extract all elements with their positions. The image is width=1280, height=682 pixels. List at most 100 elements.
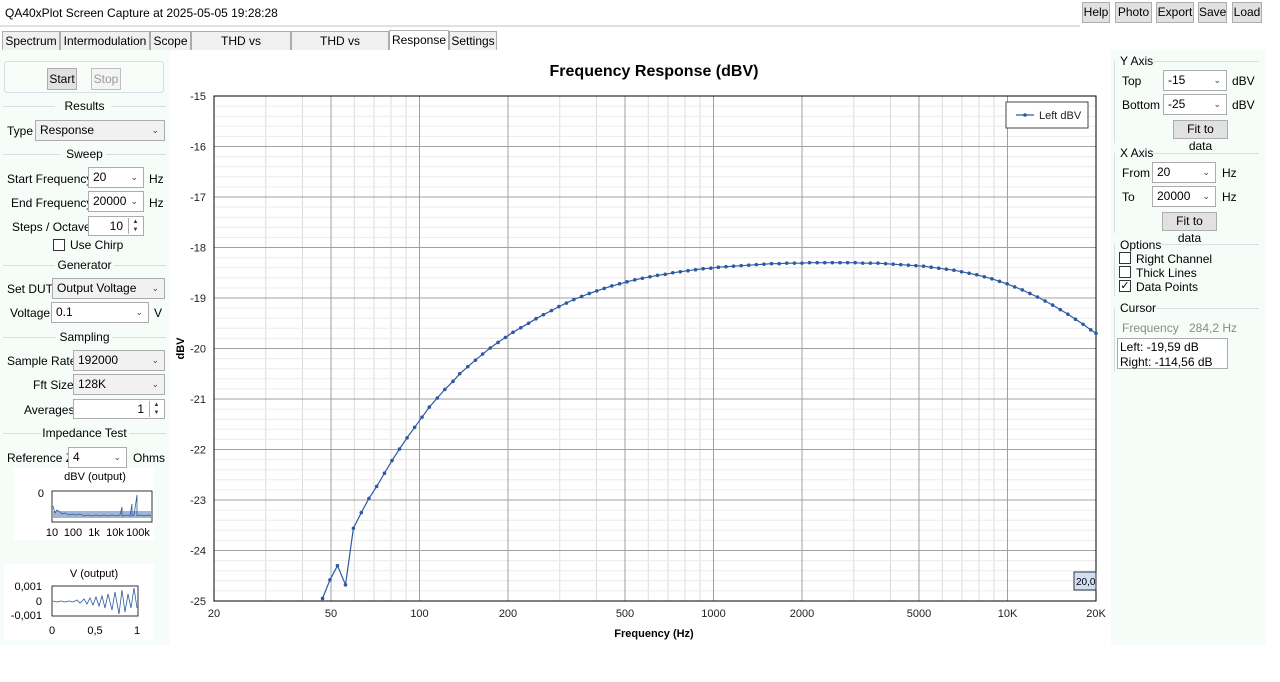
- chevron-down-icon: ⌄: [1213, 99, 1221, 109]
- data-point: [701, 266, 705, 271]
- data-point: [518, 325, 523, 330]
- data-point: [982, 274, 987, 279]
- right-channel-checkbox[interactable]: [1119, 252, 1131, 264]
- data-point: [640, 276, 645, 281]
- data-point: [686, 268, 690, 273]
- tab-intermodulation[interactable]: Intermodulation: [60, 31, 150, 51]
- stop-button[interactable]: Stop: [91, 68, 121, 90]
- data-point: [457, 371, 462, 376]
- y-fit-to-data-button[interactable]: Fit to data: [1173, 120, 1228, 153]
- data-point: [1066, 312, 1070, 316]
- x-from-input[interactable]: 20 ⌄: [1152, 162, 1216, 183]
- mini-scope-x-tick: 0,5: [87, 625, 102, 637]
- mini-spectrum-x-tick: 10k: [106, 527, 124, 539]
- cursor-readout-tag[interactable]: [1073, 571, 1097, 591]
- save-button[interactable]: Save: [1198, 2, 1227, 23]
- sampling-header: Sampling: [3, 330, 166, 344]
- spinner-arrows-icon[interactable]: ▲ ▼: [149, 401, 163, 417]
- type-select[interactable]: Response ⌄: [35, 120, 165, 141]
- export-button[interactable]: Export: [1156, 2, 1194, 23]
- data-point: [451, 379, 455, 384]
- y-bottom-label: Bottom: [1122, 98, 1161, 112]
- data-point: [746, 263, 751, 267]
- averages-label: Averages: [24, 403, 75, 417]
- voltage-input[interactable]: 0.1 ⌄: [51, 302, 149, 323]
- mini-scope-y-tick: -0,001: [11, 610, 42, 622]
- data-point: [328, 577, 332, 582]
- y-tick-label: -22: [190, 445, 206, 457]
- spinner-arrows-icon[interactable]: ▲ ▼: [128, 218, 142, 234]
- load-button[interactable]: Load: [1232, 2, 1262, 23]
- chevron-down-icon: ⌄: [113, 452, 121, 462]
- data-point: [488, 346, 493, 350]
- y-tick-label: -15: [190, 91, 206, 103]
- y-bottom-input[interactable]: -25 ⌄: [1163, 94, 1227, 115]
- set-dut-select[interactable]: Output Voltage ⌄: [52, 278, 165, 299]
- data-point: [876, 261, 880, 265]
- tab-scope[interactable]: Scope: [150, 31, 191, 51]
- x-tick-label: 500: [616, 608, 634, 620]
- thick-lines-checkbox[interactable]: [1119, 266, 1131, 278]
- tab-spectrum[interactable]: Spectrum: [2, 31, 60, 51]
- averages-input[interactable]: 1 ▲ ▼: [73, 399, 165, 419]
- data-point: [572, 297, 576, 302]
- x-axis-header: X Axis: [1120, 146, 1154, 160]
- data-point: [754, 262, 759, 267]
- data-point: [335, 563, 340, 568]
- voltage-label: Voltage: [10, 306, 51, 320]
- y-tick-label: -25: [190, 596, 206, 608]
- data-point: [480, 352, 485, 356]
- help-button[interactable]: Help: [1082, 2, 1110, 23]
- y-tick-label: -24: [190, 546, 206, 558]
- start-button[interactable]: Start: [47, 68, 77, 90]
- y-top-input[interactable]: -15 ⌄: [1163, 70, 1227, 91]
- steps-octave-input[interactable]: 10 ▲ ▼: [88, 216, 144, 236]
- x-to-label: To: [1122, 190, 1135, 204]
- data-point: [595, 289, 599, 293]
- x-to-input[interactable]: 20000 ⌄: [1152, 186, 1216, 207]
- mini-spectrum-title: dBV (output): [64, 471, 126, 483]
- y-tick-label: -16: [190, 142, 206, 154]
- use-chirp-checkbox[interactable]: [53, 239, 65, 251]
- data-point: [739, 263, 743, 268]
- checkmark-icon: ✓: [1120, 280, 1130, 292]
- frequency-response-chart[interactable]: 20 50 100 200 500 1000 2000 5000 10K 20K -15 -16 -17…: [170, 50, 1111, 645]
- data-point: [602, 286, 607, 291]
- x-tick-label: 50: [325, 608, 337, 620]
- data-point: [473, 358, 478, 362]
- mini-scope-y-tick: 0: [36, 596, 42, 608]
- data-point: [959, 269, 964, 274]
- chevron-down-icon: ⌄: [135, 307, 143, 317]
- x-tick-label: 5000: [907, 608, 931, 620]
- start-frequency-input[interactable]: 20 ⌄: [88, 167, 144, 188]
- tab-thd-vs-frequency[interactable]: THD vs Frequency: [191, 31, 291, 66]
- tab-response[interactable]: Response: [389, 30, 449, 51]
- chevron-down-icon: ⌄: [151, 379, 159, 389]
- data-point: [1043, 299, 1047, 303]
- chevron-down-icon: ⌄: [151, 283, 159, 293]
- data-point: [845, 260, 850, 265]
- left-control-panel: [0, 50, 170, 645]
- fft-size-select[interactable]: 128K ⌄: [73, 374, 165, 395]
- reference-z-input[interactable]: 4 ⌄: [68, 447, 127, 468]
- end-frequency-label: End Frequency: [11, 196, 93, 210]
- start-frequency-label: Start Frequency: [7, 172, 93, 186]
- end-frequency-input[interactable]: 20000 ⌄: [88, 191, 144, 212]
- legend-swatch-marker: [1023, 113, 1027, 117]
- data-point: [412, 425, 417, 430]
- mini-spectrum-x-tick: 100: [64, 527, 82, 539]
- mini-spectrum-chart: dBV (output) 0 10 100 1k 10k 100k: [14, 468, 154, 540]
- mini-scope-title: V (output): [70, 568, 118, 580]
- y-bottom-unit: dBV: [1232, 98, 1255, 112]
- tab-settings[interactable]: Settings: [449, 31, 497, 51]
- data-points-checkbox[interactable]: ✓: [1119, 280, 1131, 292]
- mini-scope-x-tick: 0: [49, 625, 55, 637]
- x-fit-to-data-button[interactable]: Fit to data: [1162, 212, 1217, 245]
- data-point: [351, 526, 356, 531]
- data-point: [617, 282, 622, 286]
- photo-button[interactable]: Photo: [1115, 2, 1152, 23]
- mini-scope-chart: V (output) 0,001 0 -0,001 0 0,5 1: [4, 564, 154, 640]
- sample-rate-select[interactable]: 192000 ⌄: [73, 350, 165, 371]
- tab-thd-vs-amplitude[interactable]: THD vs Amplitude: [291, 31, 389, 66]
- reference-z-label: Reference Z: [7, 451, 74, 465]
